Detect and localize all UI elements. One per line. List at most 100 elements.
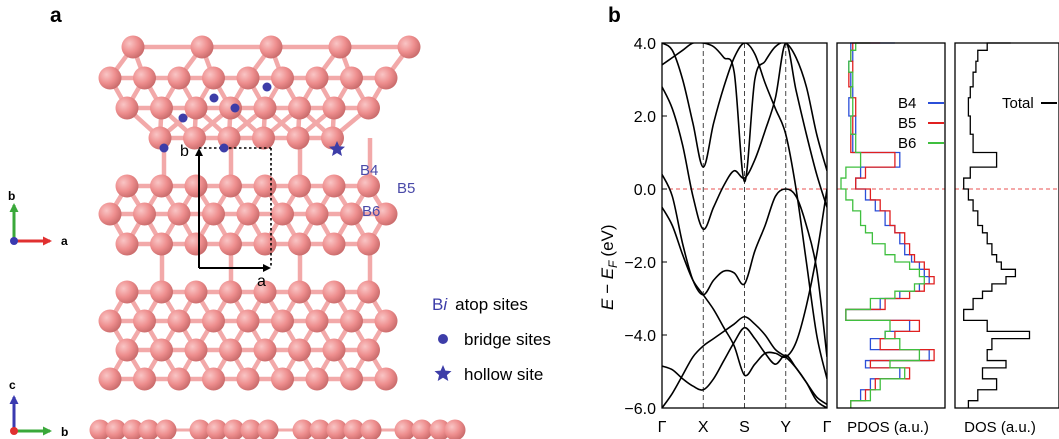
boron-lattice [98, 35, 421, 391]
y-tick-label: −6.0 [624, 401, 656, 418]
boron-atom [397, 35, 421, 59]
boron-atom [374, 66, 398, 90]
boron-atom [259, 35, 283, 59]
axis-label-a: a [61, 234, 68, 248]
boron-atom [184, 280, 208, 304]
boron-atom [374, 367, 398, 391]
boron-atom [98, 367, 122, 391]
side-atom [429, 419, 451, 439]
cell-label-b: b [180, 143, 189, 160]
boron-atom [202, 66, 225, 90]
axis-a-dot [10, 427, 18, 435]
boron-atom [219, 280, 242, 304]
boron-atom [271, 202, 294, 226]
boron-atom [150, 96, 173, 120]
boron-atom [271, 367, 294, 391]
boron-atom [184, 232, 208, 256]
boron-atom [288, 96, 311, 120]
boron-atom [305, 66, 329, 90]
side-view-strip [89, 419, 466, 439]
legend-atop-prefix: B [432, 295, 443, 314]
side-atom [189, 419, 211, 439]
boron-atom [236, 367, 260, 391]
side-atom [411, 419, 433, 439]
boron-atom [150, 232, 173, 256]
dos-line-b6 [840, 42, 925, 408]
boron-atom [286, 126, 310, 150]
boron-atom [322, 280, 346, 304]
side-atom [326, 419, 348, 439]
side-atom [240, 419, 262, 439]
dos-line-b5 [845, 42, 935, 408]
boron-atom [133, 367, 156, 391]
legend-label-b5: B5 [898, 115, 916, 132]
bridge-site-dot [209, 93, 219, 103]
hollow-site-star-icon [329, 141, 345, 156]
band-structure-panel: 4.02.00.0−2.0−4.0−6.0Γ X S Y Γ [624, 36, 831, 436]
dos-frame [836, 42, 946, 409]
kpoint-label: Γ [658, 419, 667, 436]
boron-atom [190, 35, 214, 59]
boron-atom [328, 35, 352, 59]
side-atom [138, 419, 160, 439]
side-atom [105, 419, 127, 439]
boron-atom [219, 338, 242, 362]
boron-atom [357, 96, 380, 120]
boron-atom [288, 338, 311, 362]
side-atom [89, 419, 111, 439]
boron-atom [340, 309, 363, 333]
unit-cell: b a [180, 143, 272, 290]
dos-line-total [963, 42, 1031, 408]
dos-x-label: DOS (a.u.) [964, 419, 1036, 436]
legend-bridge-text: bridge sites [464, 330, 551, 349]
band-line [662, 43, 827, 230]
side-atom [223, 419, 245, 439]
band-frame [661, 42, 828, 409]
boron-atom [133, 66, 156, 90]
site-label-b6: B6 [362, 203, 380, 220]
boron-atom [288, 174, 311, 198]
band-line [662, 43, 827, 183]
boron-atom [202, 367, 225, 391]
dos-line-b4 [845, 42, 930, 408]
boron-atom [357, 280, 380, 304]
boron-atom [357, 338, 380, 362]
boron-atom [322, 96, 346, 120]
kpoint-label: Γ [823, 419, 832, 436]
legend-hollow-text: hollow site [464, 365, 543, 384]
legend-atop-italic: i [443, 295, 448, 314]
boron-atom [184, 96, 208, 120]
boron-atom [150, 174, 173, 198]
y-tick-label: −2.0 [624, 255, 656, 272]
axis-c-dot [10, 237, 18, 245]
bridge-site-dot [230, 103, 240, 113]
legend-label-b4: B4 [898, 95, 916, 112]
side-atom [444, 419, 466, 439]
boron-atom [340, 202, 363, 226]
kpoint-label: S [739, 419, 750, 436]
boron-atom [288, 232, 311, 256]
kpoint-label: Y [780, 419, 791, 436]
boron-atom [133, 309, 156, 333]
kpoint-label: X [698, 419, 709, 436]
y-tick-label: −4.0 [624, 328, 656, 345]
boron-atom [322, 174, 346, 198]
boron-atom [150, 338, 173, 362]
boron-atom [271, 309, 294, 333]
cell-label-a: a [257, 273, 266, 290]
boron-atom [252, 126, 275, 150]
boron-atom [115, 338, 139, 362]
boron-atom [340, 367, 363, 391]
pdos-x-label: PDOS (a.u.) [847, 419, 929, 436]
axis-label-b: b [8, 189, 15, 203]
bridge-site-dot [159, 143, 169, 153]
boron-atom [357, 174, 380, 198]
boron-atom [150, 280, 173, 304]
boron-atom [167, 367, 191, 391]
boron-atom [219, 232, 242, 256]
site-label-b5: B5 [397, 180, 415, 197]
boron-atom [305, 202, 329, 226]
boron-atom [202, 202, 225, 226]
boron-atom [148, 126, 172, 150]
